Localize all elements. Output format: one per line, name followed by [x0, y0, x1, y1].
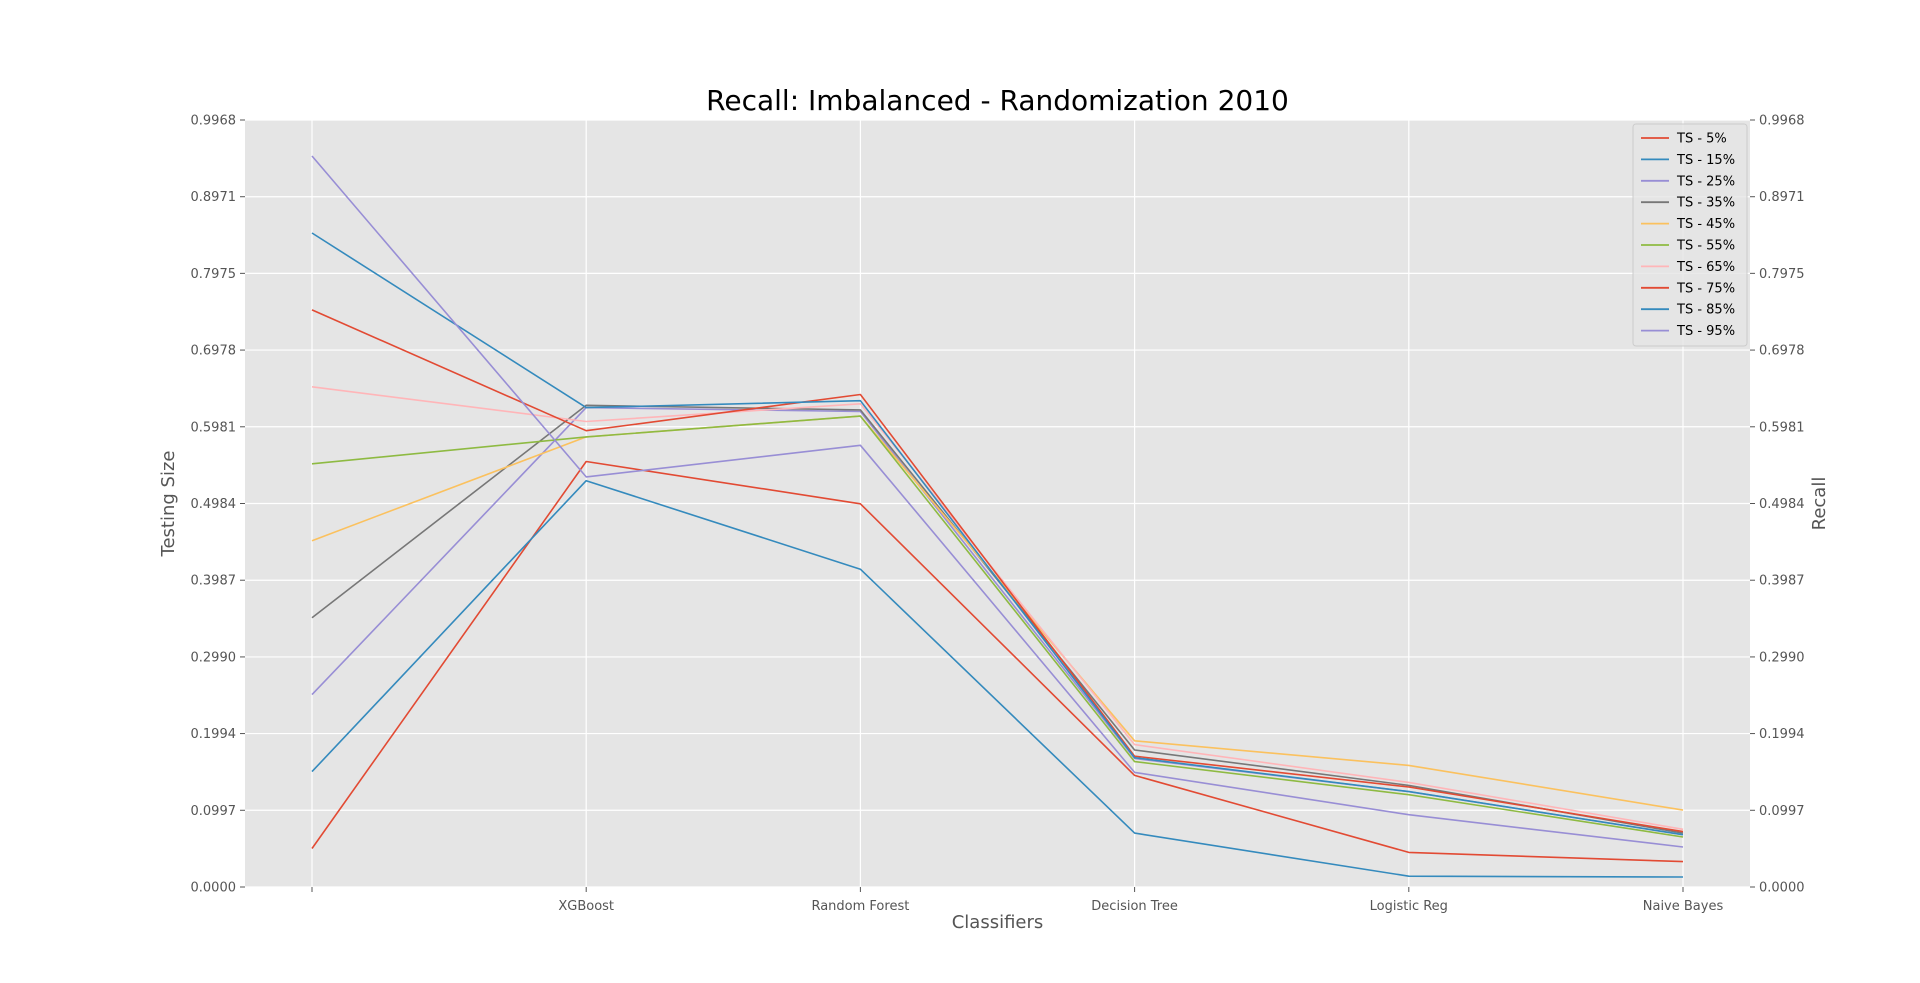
series-line-1	[311, 460, 1684, 863]
legend-label: TS - 5%	[1676, 132, 1727, 147]
series-line-9	[311, 232, 1684, 836]
right-y-tick-label: 0.1994	[1759, 727, 1805, 742]
left-y-tick-label: 0.7975	[191, 267, 237, 282]
right-y-tick-label: 0.4984	[1759, 497, 1805, 512]
left-y-tick-label: 0.3987	[191, 574, 237, 589]
x-axis: XGBoost Random Forest Decision Tree Logisti…	[311, 887, 1724, 914]
legend-label: TS - 45%	[1676, 217, 1735, 232]
x-tick-label: Random Forest	[811, 899, 909, 914]
left-y-axis-label: Testing Size	[158, 451, 179, 558]
right-y-tick-label: 0.2990	[1759, 650, 1805, 665]
right-y-tick-label: 0.5981	[1759, 420, 1805, 435]
legend-label: TS - 95%	[1676, 324, 1735, 339]
legend-label: TS - 25%	[1676, 174, 1735, 189]
left-y-tick-label: 0.6978	[191, 344, 237, 359]
right-y-tick-label: 0.7975	[1759, 267, 1805, 282]
right-y-tick-label: 0.3987	[1759, 574, 1805, 589]
x-axis-label: Classifiers	[952, 912, 1044, 933]
right-y-tick-label: 0.8971	[1759, 190, 1805, 205]
right-y-tick-label: 0.0997	[1759, 804, 1805, 819]
left-y-tick-label: 0.8971	[191, 190, 237, 205]
right-y-axis-label: Recall	[1809, 477, 1830, 531]
left-y-tick-label: 0.9968	[191, 114, 237, 129]
left-y-tick-label: 0.4984	[191, 497, 237, 512]
series-line-10	[311, 155, 1684, 848]
series-line-2	[311, 479, 1684, 878]
series-lines	[311, 155, 1684, 878]
legend-label: TS - 55%	[1676, 239, 1735, 254]
left-y-tick-label: 0.0997	[191, 804, 237, 819]
legend-label: TS - 35%	[1676, 196, 1735, 211]
series-line-6	[311, 415, 1684, 838]
legend-label: TS - 15%	[1676, 153, 1735, 168]
right-y-tick-label: 0.0000	[1759, 881, 1805, 896]
x-tick-label: XGBoost	[558, 899, 614, 914]
legend-label: TS - 85%	[1676, 303, 1735, 318]
x-tick-label: Logistic Reg	[1370, 899, 1448, 914]
x-tick-label: Decision Tree	[1091, 899, 1178, 914]
left-y-tick-label: 0.5981	[191, 420, 237, 435]
left-y-tick-label: 0.2990	[191, 650, 237, 665]
left-y-axis: 0.0000 0.0997 0.1994 0.2990 0.3987 0.4984 0.59…	[191, 114, 245, 896]
legend-label: TS - 65%	[1676, 260, 1735, 275]
legend-label: TS - 75%	[1676, 281, 1735, 296]
legend: TS - 5% TS - 15% TS - 25% TS - 35% TS - 45% T…	[1632, 123, 1748, 347]
right-y-tick-label: 0.6978	[1759, 344, 1805, 359]
left-y-tick-label: 0.1994	[191, 727, 237, 742]
chart-title: Recall: Imbalanced - Randomization 2010	[706, 84, 1289, 117]
left-y-tick-label: 0.0000	[191, 881, 237, 896]
series-line-8	[311, 309, 1684, 833]
legend-box	[1632, 123, 1748, 347]
x-tick-label: Naive Bayes	[1643, 899, 1724, 914]
right-y-tick-label: 0.9968	[1759, 114, 1805, 129]
right-y-axis: 0.0000 0.0997 0.1994 0.2990 0.3987 0.4984 0.59…	[1750, 114, 1805, 896]
